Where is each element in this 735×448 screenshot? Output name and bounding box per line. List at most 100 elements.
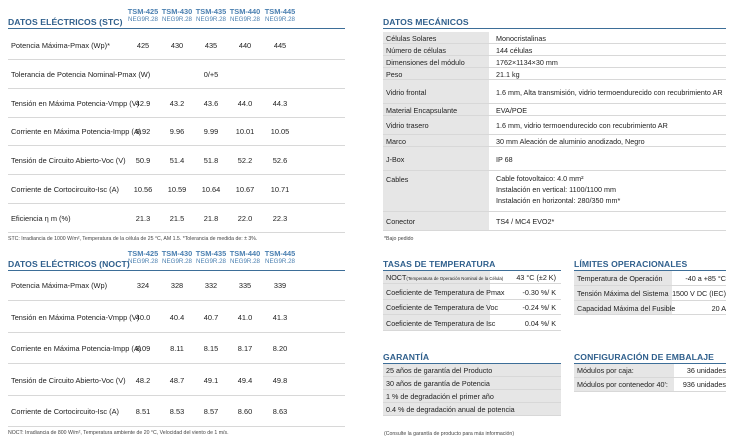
limit-row-value: 1500 V DC (IEC) [672, 289, 726, 298]
row-divider [383, 211, 726, 212]
packaging-row-label: Módulos por contenedor 40': [577, 380, 668, 389]
column-header: TSM-445 NEG9R.28 [260, 8, 300, 24]
mech-row-label: Vidrio frontal [386, 87, 427, 97]
stc-note: STC: Irradiancia de 1000 W/m², Temperatu… [8, 236, 258, 242]
noct-value: 8.57 [203, 407, 219, 416]
mech-row-label: J-Box [386, 154, 405, 164]
temp-row-label: Coeficiente de Temperatura de Isc [386, 318, 496, 328]
mech-row-label: Cables [386, 175, 409, 184]
noct-value: 41.0 [237, 313, 253, 322]
model-name: TSM-435 [195, 7, 227, 16]
mech-row-label: Células Solares [386, 33, 437, 43]
model-name: TSM-445 [264, 249, 296, 258]
model-name: TSM-445 [264, 7, 296, 16]
mech-label-cell [383, 32, 489, 43]
mech-row-value: 1.6 mm, vidrio termoendurecido con recub… [496, 121, 668, 130]
stc-value: 44.0 [237, 99, 253, 108]
noct-value: 335 [238, 281, 252, 290]
stc-value: 445 [273, 41, 287, 50]
noct-note: NOCT: Irradiancia de 800 W/m², Temperatu… [8, 430, 229, 436]
limit-row-label: Capacidad Máxima del Fusible [577, 303, 676, 313]
column-header: TSM-440 NEG9R.28 [225, 250, 265, 266]
stc-value: 9.92 [135, 127, 151, 136]
row-divider [383, 55, 726, 56]
stc-value: 9.99 [203, 127, 219, 136]
mech-row-label: Marco [386, 136, 406, 146]
noct-title: DATOS ELÉCTRICOS (NOCT) [8, 259, 130, 269]
mech-label-cell [383, 135, 489, 146]
mech-note: *Bajo pedido [384, 236, 414, 242]
model-suffix: NEG9R.28 [230, 258, 260, 265]
row-divider [383, 115, 726, 116]
mech-row-value: Instalación en vertical: 1100/1100 mm [496, 185, 616, 194]
noct-value: 8.17 [237, 344, 253, 353]
temp-row-value: 43 °C (±2 K) [516, 273, 556, 282]
mech-row-label: Conector [386, 217, 416, 226]
model-name: TSM-430 [161, 249, 193, 258]
noct-label: NOCT [386, 273, 407, 282]
noct-row-label: Potencia Máxima-Pmax (Wp) [11, 281, 108, 290]
noct-rule [8, 270, 345, 271]
stc-value: 425 [136, 41, 150, 50]
temp-row-label: NOCT(Temperatura de Operación Nominal de… [386, 273, 503, 282]
stc-row-label: Corriente de Cortocircuito-Isc (A) [11, 185, 120, 194]
warranty-row: 0.4 % de degradación anual de potencia [386, 405, 515, 414]
mech-row-value: Cable fotovoltaico: 4.0 mm² [496, 174, 584, 183]
mech-label-cell [383, 116, 489, 134]
column-header: TSM-435 NEG9R.28 [191, 250, 231, 266]
row-divider [383, 376, 561, 377]
mech-label-cell [383, 171, 489, 211]
stc-value: 51.4 [169, 156, 185, 165]
mech-row-value: 144 células [496, 45, 533, 55]
column-header: TSM-430 NEG9R.28 [157, 8, 197, 24]
model-suffix: NEG9R.28 [230, 16, 260, 23]
mech-label-cell [383, 44, 489, 55]
warranty-row: 1 % de degradación el primer año [386, 392, 494, 401]
noct-value: 41.3 [272, 313, 288, 322]
noct-value: 40.0 [135, 313, 151, 322]
row-divider [383, 314, 561, 315]
stc-value: 10.05 [270, 127, 290, 136]
row-divider [8, 332, 345, 333]
warranty-row-cell [383, 377, 561, 389]
mech-title: DATOS MECÁNICOS [383, 17, 469, 27]
stc-value: 10.67 [235, 185, 255, 194]
model-name: TSM-425 [127, 7, 159, 16]
stc-value: 52.2 [237, 156, 253, 165]
stc-value: 43.2 [169, 99, 185, 108]
row-divider [8, 174, 345, 175]
model-suffix: NEG9R.28 [196, 258, 226, 265]
temp-row-label: Coeficiente de Temperatura de Pmax [386, 287, 505, 297]
warranty-rule [383, 363, 561, 364]
row-divider [383, 230, 726, 231]
noct-value: 8.20 [272, 344, 288, 353]
row-divider [8, 145, 345, 146]
model-name: TSM-440 [229, 7, 261, 16]
temp-title: TASAS DE TEMPERATURA [383, 259, 496, 269]
stc-value: 42.9 [135, 99, 151, 108]
mech-row-value: Monocristalinas [496, 33, 546, 43]
packaging-label-cell [574, 378, 674, 391]
noct-value: 8.63 [272, 407, 288, 416]
mech-row-value: Instalación en horizontal: 280/350 mm* [496, 196, 621, 205]
stc-value: 21.5 [169, 214, 185, 223]
noct-value: 339 [273, 281, 287, 290]
packaging-label-cell [574, 364, 674, 377]
noct-value: 40.4 [169, 313, 185, 322]
packaging-row-value: 936 unidades [682, 380, 726, 389]
model-name: TSM-425 [127, 249, 159, 258]
noct-value: 328 [170, 281, 184, 290]
model-suffix: NEG9R.28 [128, 258, 158, 265]
stc-row-label: Tolerancia de Potencia Nominal-Pmax (W) [11, 70, 151, 79]
limit-row-value: -40 a +85 °C [685, 274, 726, 283]
stc-value: 435 [204, 41, 218, 50]
mech-row-value: 30 mm Aleación de aluminio anodizado, Ne… [496, 136, 645, 146]
noct-value: 8.60 [237, 407, 253, 416]
warranty-title: GARANTÍA [383, 352, 430, 362]
warranty-note: (Consulte la garantía de producto para m… [384, 431, 515, 437]
stc-value: 440 [238, 41, 252, 50]
packaging-row-value: 36 unidades [686, 366, 726, 375]
limit-row-label: Tensión Máxima del Sistema [577, 289, 669, 298]
stc-value: 10.56 [133, 185, 153, 194]
row-divider [383, 283, 561, 284]
